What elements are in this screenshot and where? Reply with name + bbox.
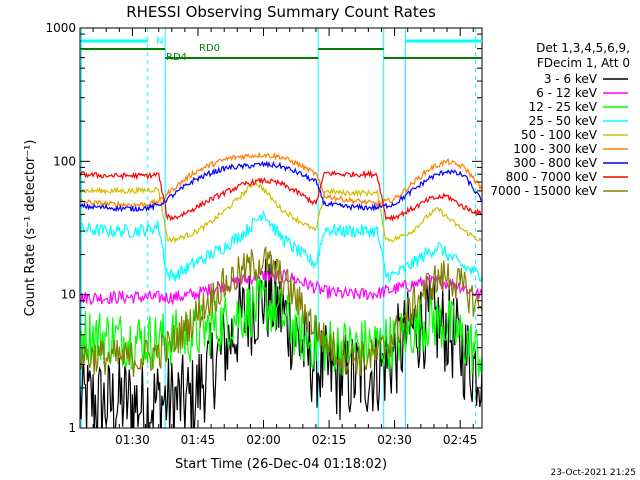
series-line-7 <box>80 160 482 213</box>
x-tick-label: 02:15 <box>312 433 347 447</box>
x-tick-label: 02:30 <box>377 433 412 447</box>
legend-header-line-1: Det 1,3,4,5,6,9, <box>536 41 630 55</box>
x-tick-label: 01:30 <box>115 433 150 447</box>
x-tick-label: 02:45 <box>443 433 478 447</box>
y-tick-label: 1 <box>68 421 76 435</box>
y-tick-label: 100 <box>53 154 76 168</box>
legend-header-line-2: FDecim 1, Att 0 <box>537 56 630 70</box>
x-tick-label: 01:45 <box>181 433 216 447</box>
legend-label: 7000 - 15000 keV <box>490 184 597 198</box>
legend-label: 12 - 25 keV <box>529 100 598 114</box>
series-line-3 <box>80 277 482 378</box>
legend-label: 3 - 6 keV <box>544 72 598 86</box>
legend-label: 300 - 800 keV <box>513 156 597 170</box>
x-tick-label: 02:00 <box>246 433 281 447</box>
x-axis-label: Start Time (26-Dec-04 01:18:02) <box>175 457 387 472</box>
plot-frame <box>79 27 483 429</box>
chart-title: RHESSI Observing Summary Count Rates <box>126 3 436 21</box>
series-line-5 <box>80 179 482 244</box>
series-line-4 <box>80 209 482 284</box>
flag-label-rd0: RD0 <box>199 43 220 54</box>
y-axis-label: Count Rate (s⁻¹ detector⁻¹) <box>23 140 38 317</box>
series-line-6 <box>80 151 482 210</box>
series-line-9 <box>80 246 482 377</box>
y-tick-label: 1000 <box>45 21 76 35</box>
legend-label: 6 - 12 keV <box>536 86 598 100</box>
legend-label: 25 - 50 keV <box>529 114 598 128</box>
legend-label: 100 - 300 keV <box>513 142 597 156</box>
flag-label-n: N <box>156 36 163 47</box>
legend-label: 800 - 7000 keV <box>506 170 598 184</box>
y-tick-label: 10 <box>61 288 76 302</box>
legend: Det 1,3,4,5,6,9, FDecim 1, Att 0 3 - 6 k… <box>490 41 630 198</box>
legend-label: 50 - 100 keV <box>521 128 598 142</box>
flag-label-rd4: RD4 <box>166 52 187 63</box>
footer-date: 23-Oct-2021 21:25 <box>551 468 636 478</box>
series-line-8 <box>80 169 482 222</box>
